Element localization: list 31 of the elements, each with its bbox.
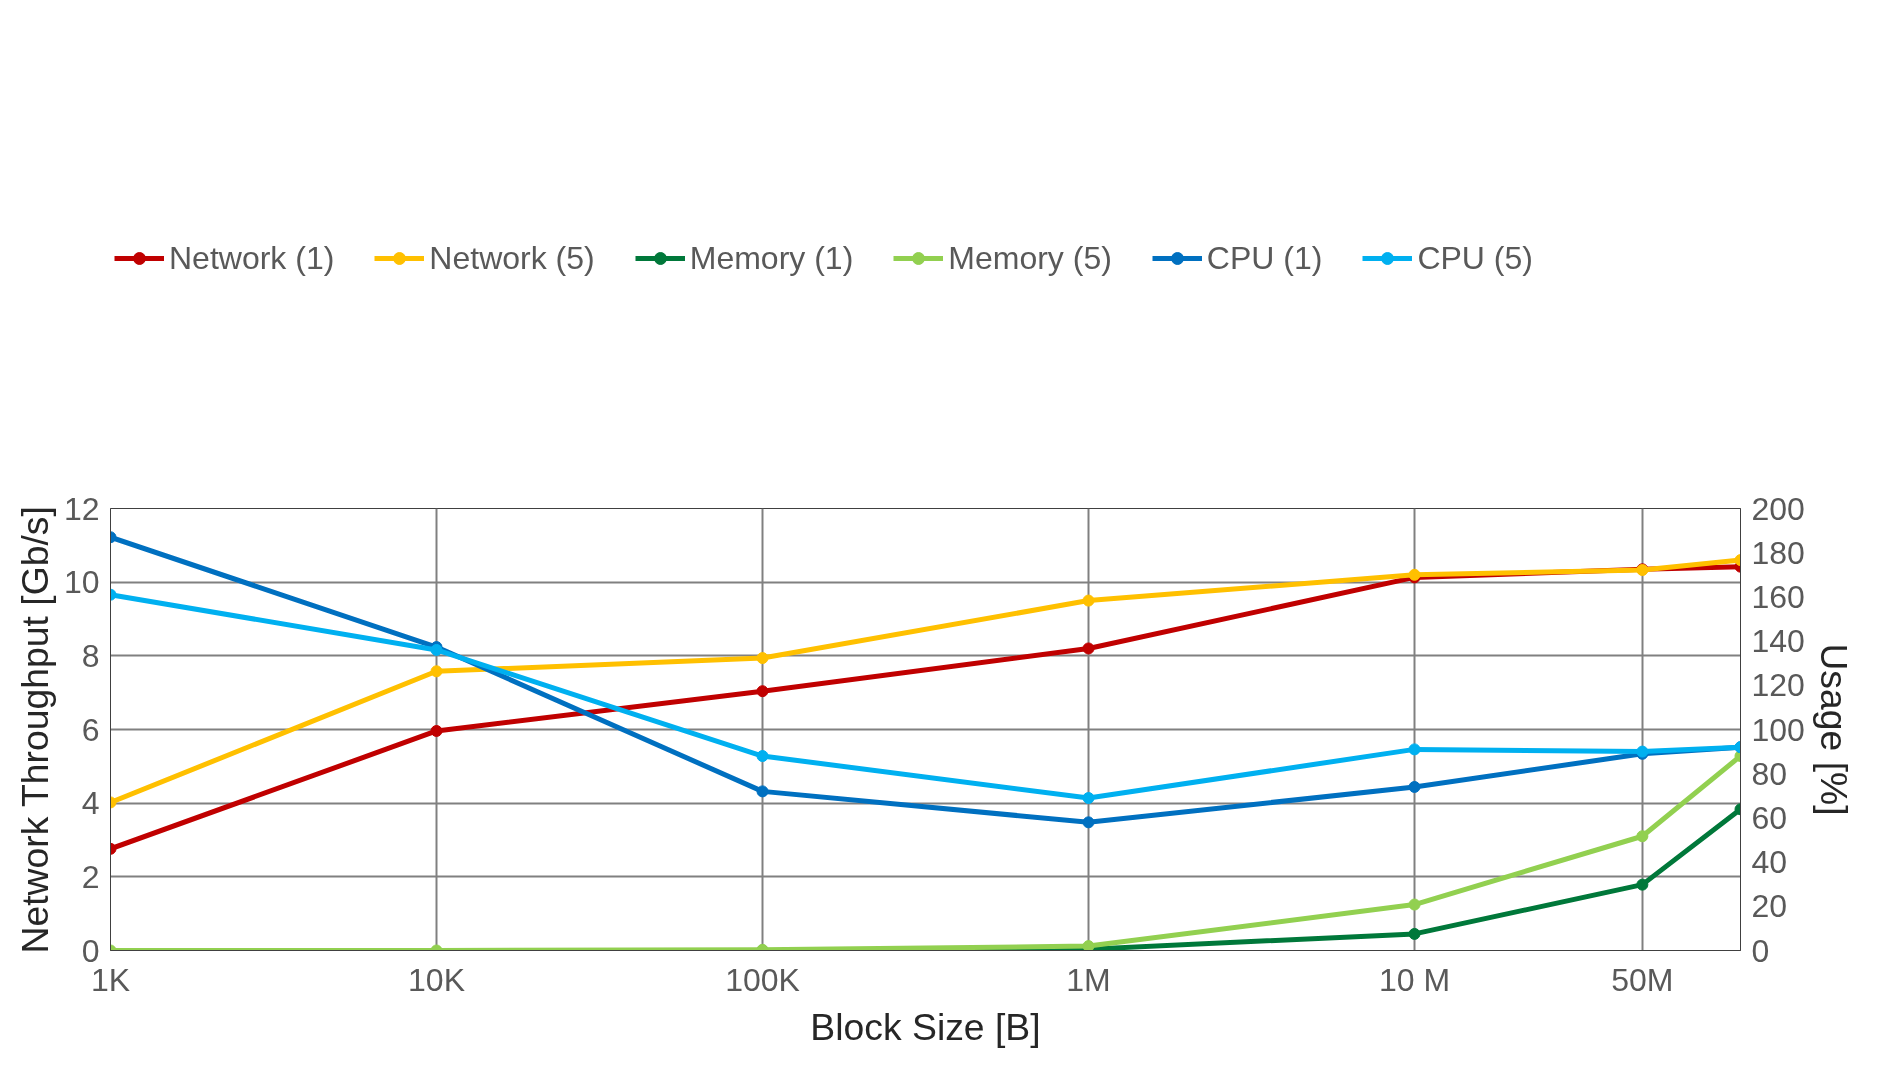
legend-label: Network (5) [429,239,595,277]
y-axis-title: Network Throughput [Gb/s] [13,506,56,954]
y2-tick-label: 20 [1751,888,1788,925]
y-tick-label: 8 [81,637,100,674]
y-tick-label: 2 [81,858,100,895]
y2-tick-label: 120 [1751,667,1805,704]
legend-label: CPU (5) [1417,239,1533,277]
y2-tick-label: 100 [1751,711,1805,748]
y-tick-label: 12 [63,490,100,527]
legend-label: Memory (1) [689,239,854,277]
x-tick-label: 1M [1066,961,1111,998]
legend-label: Network (1) [169,239,335,277]
y2-tick-label: 80 [1751,755,1788,792]
y2-tick-label: 160 [1751,578,1805,615]
legend-label: Memory (5) [948,239,1112,277]
y2-tick-label: 200 [1751,490,1805,527]
x-tick-label: 10 M [1378,961,1451,998]
y2-tick-label: 180 [1751,534,1805,571]
x-tick-label: 50M [1611,961,1674,998]
y2-tick-label: 40 [1751,844,1788,881]
x-axis-title: Block Size [B] [810,1005,1041,1048]
x-tick-label: 100K [725,961,800,998]
y-tick-label: 6 [81,711,100,748]
legend-label: CPU (1) [1206,239,1323,277]
y2-tick-label: 140 [1751,623,1805,660]
y2-tick-label: 60 [1751,799,1788,836]
y-tick-label: 4 [81,785,100,822]
y2-axis-title: Usage [%] [1812,643,1855,816]
y2-tick-label: 0 [1751,932,1770,969]
y-tick-label: 10 [63,564,100,601]
x-tick-label: 10K [408,961,465,998]
